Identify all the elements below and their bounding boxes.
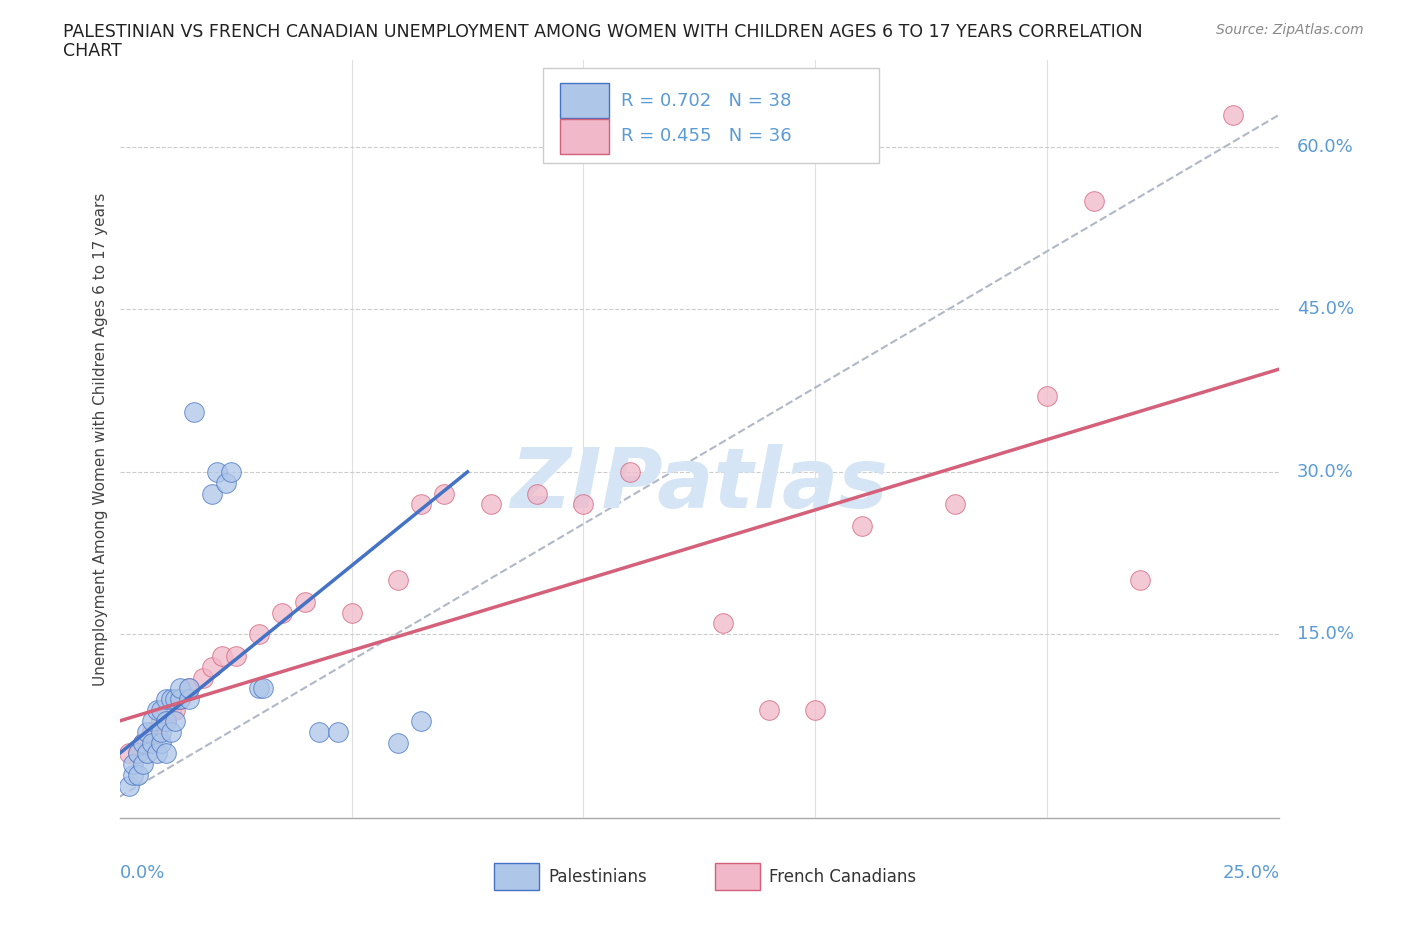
Point: [127, 767, 149, 782]
Point: [118, 778, 141, 793]
Point: [711, 616, 734, 631]
Point: [183, 405, 205, 419]
Point: [191, 671, 214, 685]
Point: [165, 703, 187, 718]
Point: [155, 746, 177, 761]
Point: [132, 735, 155, 750]
Point: [387, 573, 409, 588]
Point: [169, 692, 191, 707]
Point: [127, 746, 149, 761]
Point: [155, 713, 177, 728]
Point: [433, 486, 456, 501]
Point: [294, 594, 316, 609]
Point: [215, 475, 238, 490]
FancyBboxPatch shape: [494, 863, 540, 890]
Text: Palestinians: Palestinians: [548, 868, 647, 885]
Point: [155, 713, 177, 728]
Text: French Canadians: French Canadians: [769, 868, 917, 885]
Point: [150, 713, 173, 728]
Point: [145, 746, 167, 761]
Point: [177, 681, 201, 696]
Point: [619, 464, 641, 479]
Point: [1129, 573, 1152, 588]
FancyBboxPatch shape: [543, 68, 879, 163]
Point: [159, 692, 181, 707]
Point: [145, 703, 167, 718]
Point: [150, 735, 173, 750]
Text: PALESTINIAN VS FRENCH CANADIAN UNEMPLOYMENT AMONG WOMEN WITH CHILDREN AGES 6 TO : PALESTINIAN VS FRENCH CANADIAN UNEMPLOYM…: [63, 23, 1143, 41]
Y-axis label: Unemployment Among Women with Children Ages 6 to 17 years: Unemployment Among Women with Children A…: [93, 193, 108, 686]
Point: [340, 605, 363, 620]
Point: [136, 735, 159, 750]
Point: [118, 746, 141, 761]
Point: [851, 519, 873, 534]
Point: [205, 464, 228, 479]
Point: [122, 757, 145, 772]
Text: 45.0%: 45.0%: [1296, 300, 1354, 318]
Text: 25.0%: 25.0%: [1222, 864, 1279, 882]
Point: [479, 497, 502, 512]
Point: [159, 724, 181, 739]
Point: [141, 735, 163, 750]
Point: [270, 605, 294, 620]
Point: [141, 713, 163, 728]
Point: [177, 681, 201, 696]
Point: [155, 692, 177, 707]
Point: [1222, 107, 1244, 122]
Point: [201, 486, 224, 501]
FancyBboxPatch shape: [561, 119, 609, 153]
Point: [136, 724, 159, 739]
Point: [1036, 389, 1059, 404]
Text: ZIPatlas: ZIPatlas: [510, 445, 889, 525]
Point: [308, 724, 330, 739]
Point: [411, 713, 433, 728]
Point: [136, 746, 159, 761]
Point: [526, 486, 548, 501]
Point: [145, 724, 167, 739]
Point: [211, 648, 233, 663]
Point: [225, 648, 247, 663]
Text: R = 0.702   N = 38: R = 0.702 N = 38: [620, 92, 792, 110]
Text: 60.0%: 60.0%: [1296, 138, 1354, 156]
Point: [201, 659, 224, 674]
Point: [326, 724, 349, 739]
Point: [159, 703, 181, 718]
FancyBboxPatch shape: [714, 863, 759, 890]
Point: [758, 703, 780, 718]
Point: [387, 735, 409, 750]
Point: [169, 692, 191, 707]
FancyBboxPatch shape: [561, 83, 609, 118]
Point: [1083, 193, 1105, 208]
Point: [150, 703, 173, 718]
Point: [141, 724, 163, 739]
Point: [804, 703, 827, 718]
Point: [169, 681, 191, 696]
Point: [132, 757, 155, 772]
Point: [252, 681, 274, 696]
Text: Source: ZipAtlas.com: Source: ZipAtlas.com: [1216, 23, 1364, 37]
Point: [165, 692, 187, 707]
Point: [943, 497, 966, 512]
Point: [127, 746, 149, 761]
Point: [247, 627, 270, 642]
Point: [165, 713, 187, 728]
Text: CHART: CHART: [63, 42, 122, 60]
Point: [150, 724, 173, 739]
Point: [572, 497, 595, 512]
Point: [219, 464, 242, 479]
Point: [411, 497, 433, 512]
Text: 30.0%: 30.0%: [1296, 463, 1354, 481]
Point: [132, 735, 155, 750]
Text: R = 0.455   N = 36: R = 0.455 N = 36: [620, 127, 792, 145]
Text: 15.0%: 15.0%: [1296, 625, 1354, 644]
Point: [122, 767, 145, 782]
Point: [247, 681, 270, 696]
Text: 0.0%: 0.0%: [120, 864, 165, 882]
Point: [177, 692, 201, 707]
